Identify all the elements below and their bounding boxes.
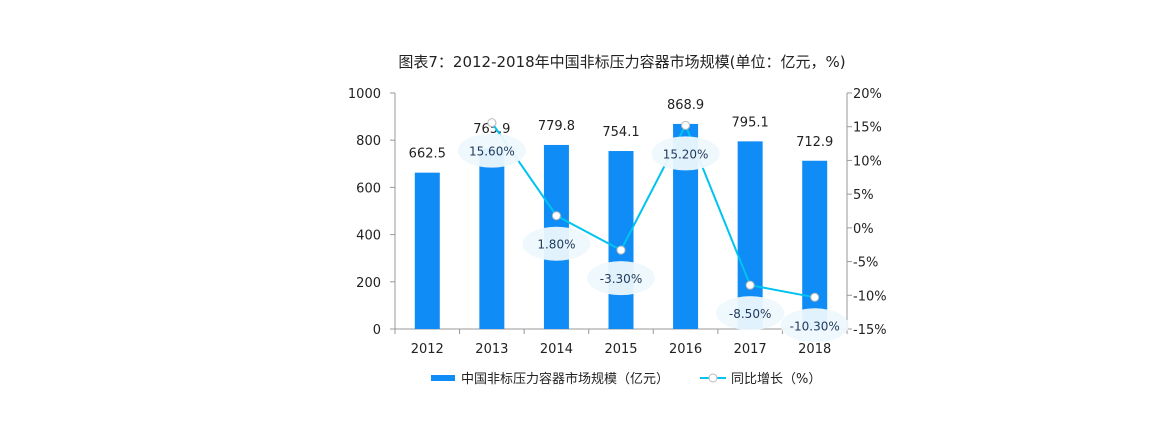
x-tick-label: 2017 [734, 342, 767, 357]
growth-label-bubble [651, 136, 720, 171]
right-tick-label: 5% [853, 188, 874, 203]
x-tick-label: 2015 [604, 342, 637, 357]
x-tick-label: 2014 [540, 342, 573, 357]
growth-label-bubble [587, 261, 655, 296]
growth-point [616, 245, 626, 255]
growth-data-label: -8.50% [729, 307, 771, 321]
growth-label-bubble [780, 308, 849, 343]
bar-data-label: 779.8 [538, 119, 575, 134]
chart-title: 图表7：2012-2018年中国非标压力容器市场规模(单位：亿元，%) [398, 53, 845, 71]
bar-data-label: 868.9 [667, 98, 704, 113]
growth-data-label: -3.30% [600, 272, 642, 286]
growth-point [681, 120, 691, 130]
bar [414, 172, 440, 329]
legend-bar-label: 中国非标压力容器市场规模（亿元） [461, 371, 669, 387]
bar [608, 151, 634, 329]
left-tick-label: 200 [356, 276, 381, 291]
growth-point [551, 211, 561, 221]
right-tick-label: -15% [853, 323, 887, 338]
bar-data-label: 795.1 [732, 115, 769, 130]
right-tick-label: -10% [853, 289, 887, 304]
x-tick-label: 2013 [475, 342, 508, 357]
x-tick-label: 2012 [411, 342, 444, 357]
growth-label-bubble [716, 296, 785, 331]
bar [802, 160, 828, 329]
legend-line-label: 同比增长（%） [731, 372, 821, 387]
legend-line-marker [708, 373, 718, 383]
right-tick-label: -5% [853, 256, 878, 271]
growth-label-bubble [457, 133, 526, 168]
bar-data-label: 662.5 [409, 147, 446, 162]
right-tick-label: 0% [853, 222, 874, 237]
bar-data-label: 754.1 [602, 125, 639, 140]
bar [479, 148, 505, 329]
growth-point [487, 118, 497, 128]
right-tick-label: 15% [853, 121, 882, 136]
growth-line [491, 122, 815, 299]
left-tick-label: 800 [356, 134, 381, 149]
right-tick-label: 20% [853, 87, 882, 102]
left-tick-label: 0 [373, 323, 381, 338]
growth-data-label: 15.20% [663, 147, 709, 161]
growth-point [745, 280, 755, 290]
growth-data-label: 15.60% [469, 145, 515, 159]
x-tick-label: 2016 [669, 342, 702, 357]
left-tick-label: 400 [356, 229, 381, 244]
growth-point [810, 292, 820, 302]
growth-data-label: 1.80% [537, 238, 575, 252]
x-tick-label: 2018 [798, 342, 831, 357]
bar-data-label: 765.9 [473, 122, 510, 137]
left-tick-label: 1000 [348, 87, 381, 102]
left-tick-label: 600 [356, 181, 381, 196]
growth-data-label: -10.30% [790, 319, 840, 333]
right-tick-label: 10% [853, 154, 882, 169]
bar-data-label: 712.9 [796, 135, 833, 150]
legend-bar-swatch [431, 375, 455, 381]
growth-label-bubble [522, 226, 591, 261]
legend: 中国非标压力容器市场规模（亿元） 同比增长（%） [431, 371, 821, 387]
